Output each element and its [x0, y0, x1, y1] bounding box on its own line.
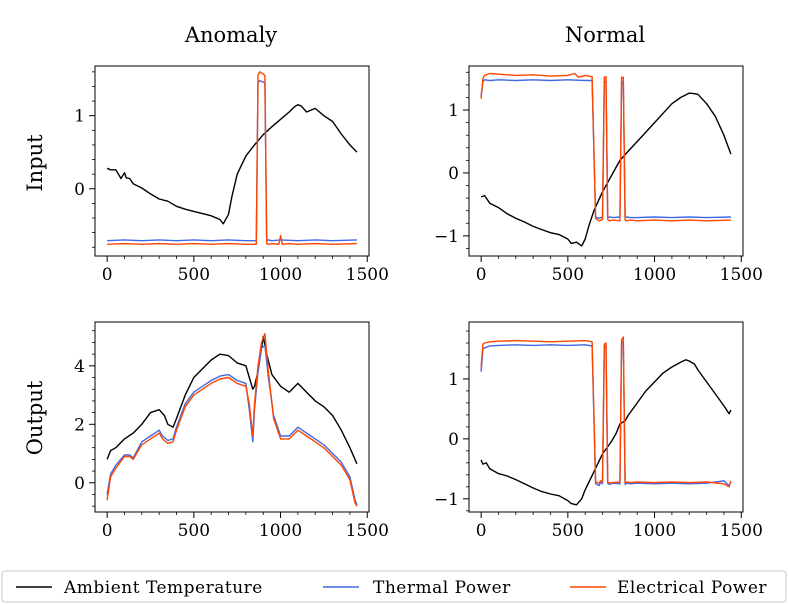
legend-label-thermal: Thermal Power — [373, 578, 511, 598]
panel-anomaly-output: 0 500 1000 1500 0 2 4 — [74, 321, 389, 541]
x-tick-label: 1500 — [720, 265, 763, 285]
y-tick-label: 1 — [448, 370, 459, 390]
x-tick-label: 500 — [178, 265, 210, 285]
y-tick-label: 0 — [448, 430, 459, 450]
axes-frame — [94, 321, 370, 513]
legend: Ambient Temperature Thermal Power Electr… — [1, 570, 787, 603]
series-line-electrical-power — [106, 333, 358, 507]
panel-anomaly-input: 0 500 1000 1500 0 1 — [74, 65, 389, 285]
x-tick-label: 1000 — [259, 265, 302, 285]
x-tick-label: 1000 — [633, 265, 676, 285]
series-line-ambient-temperature — [106, 104, 358, 225]
x-tick-label: 1500 — [720, 521, 763, 541]
panel-normal-input: 0 500 1000 1500 −1 0 1 — [434, 65, 763, 285]
y-tick-label: −1 — [434, 490, 459, 510]
legend-label-electrical: Electrical Power — [617, 578, 767, 598]
axes-frame — [468, 321, 744, 513]
legend-box — [1, 570, 787, 603]
row-label-output: Output — [23, 380, 47, 455]
y-tick-label: 1 — [448, 101, 459, 121]
series-line-ambient-temperature — [480, 359, 732, 506]
series-line-thermal-power — [107, 79, 357, 242]
row-label-input: Input — [23, 134, 47, 192]
x-tick-label: 0 — [476, 521, 487, 541]
x-tick-label: 500 — [552, 521, 584, 541]
series-line-thermal-power — [106, 344, 358, 505]
y-tick-label: 0 — [74, 474, 85, 494]
x-tick-label: 1500 — [346, 265, 389, 285]
column-title-normal: Normal — [565, 23, 645, 47]
y-tick-label: 1 — [74, 107, 85, 127]
axes-frame — [468, 65, 744, 257]
x-tick-label: 500 — [552, 265, 584, 285]
legend-label-ambient: Ambient Temperature — [63, 578, 263, 598]
axes-frame — [94, 65, 370, 257]
column-title-anomaly: Anomaly — [184, 23, 277, 47]
x-tick-label: 1500 — [346, 521, 389, 541]
x-tick-label: 0 — [102, 265, 113, 285]
series-line-electrical-power — [480, 72, 731, 222]
x-tick-label: 1000 — [633, 521, 676, 541]
x-tick-label: 500 — [178, 521, 210, 541]
y-tick-label: 2 — [74, 415, 85, 435]
x-tick-label: 1000 — [259, 521, 302, 541]
panel-normal-output: 0 500 1000 1500 −1 0 1 — [434, 321, 763, 541]
y-tick-label: 0 — [74, 180, 85, 200]
series-line-electrical-power — [107, 71, 357, 245]
series-line-ambient-temperature — [106, 335, 358, 465]
x-tick-label: 0 — [476, 265, 487, 285]
y-tick-label: −1 — [434, 227, 459, 247]
series-line-electrical-power — [480, 336, 732, 488]
y-tick-label: 0 — [448, 164, 459, 184]
x-tick-label: 0 — [102, 521, 113, 541]
y-tick-label: 4 — [74, 357, 85, 377]
series-line-ambient-temperature — [480, 92, 732, 247]
